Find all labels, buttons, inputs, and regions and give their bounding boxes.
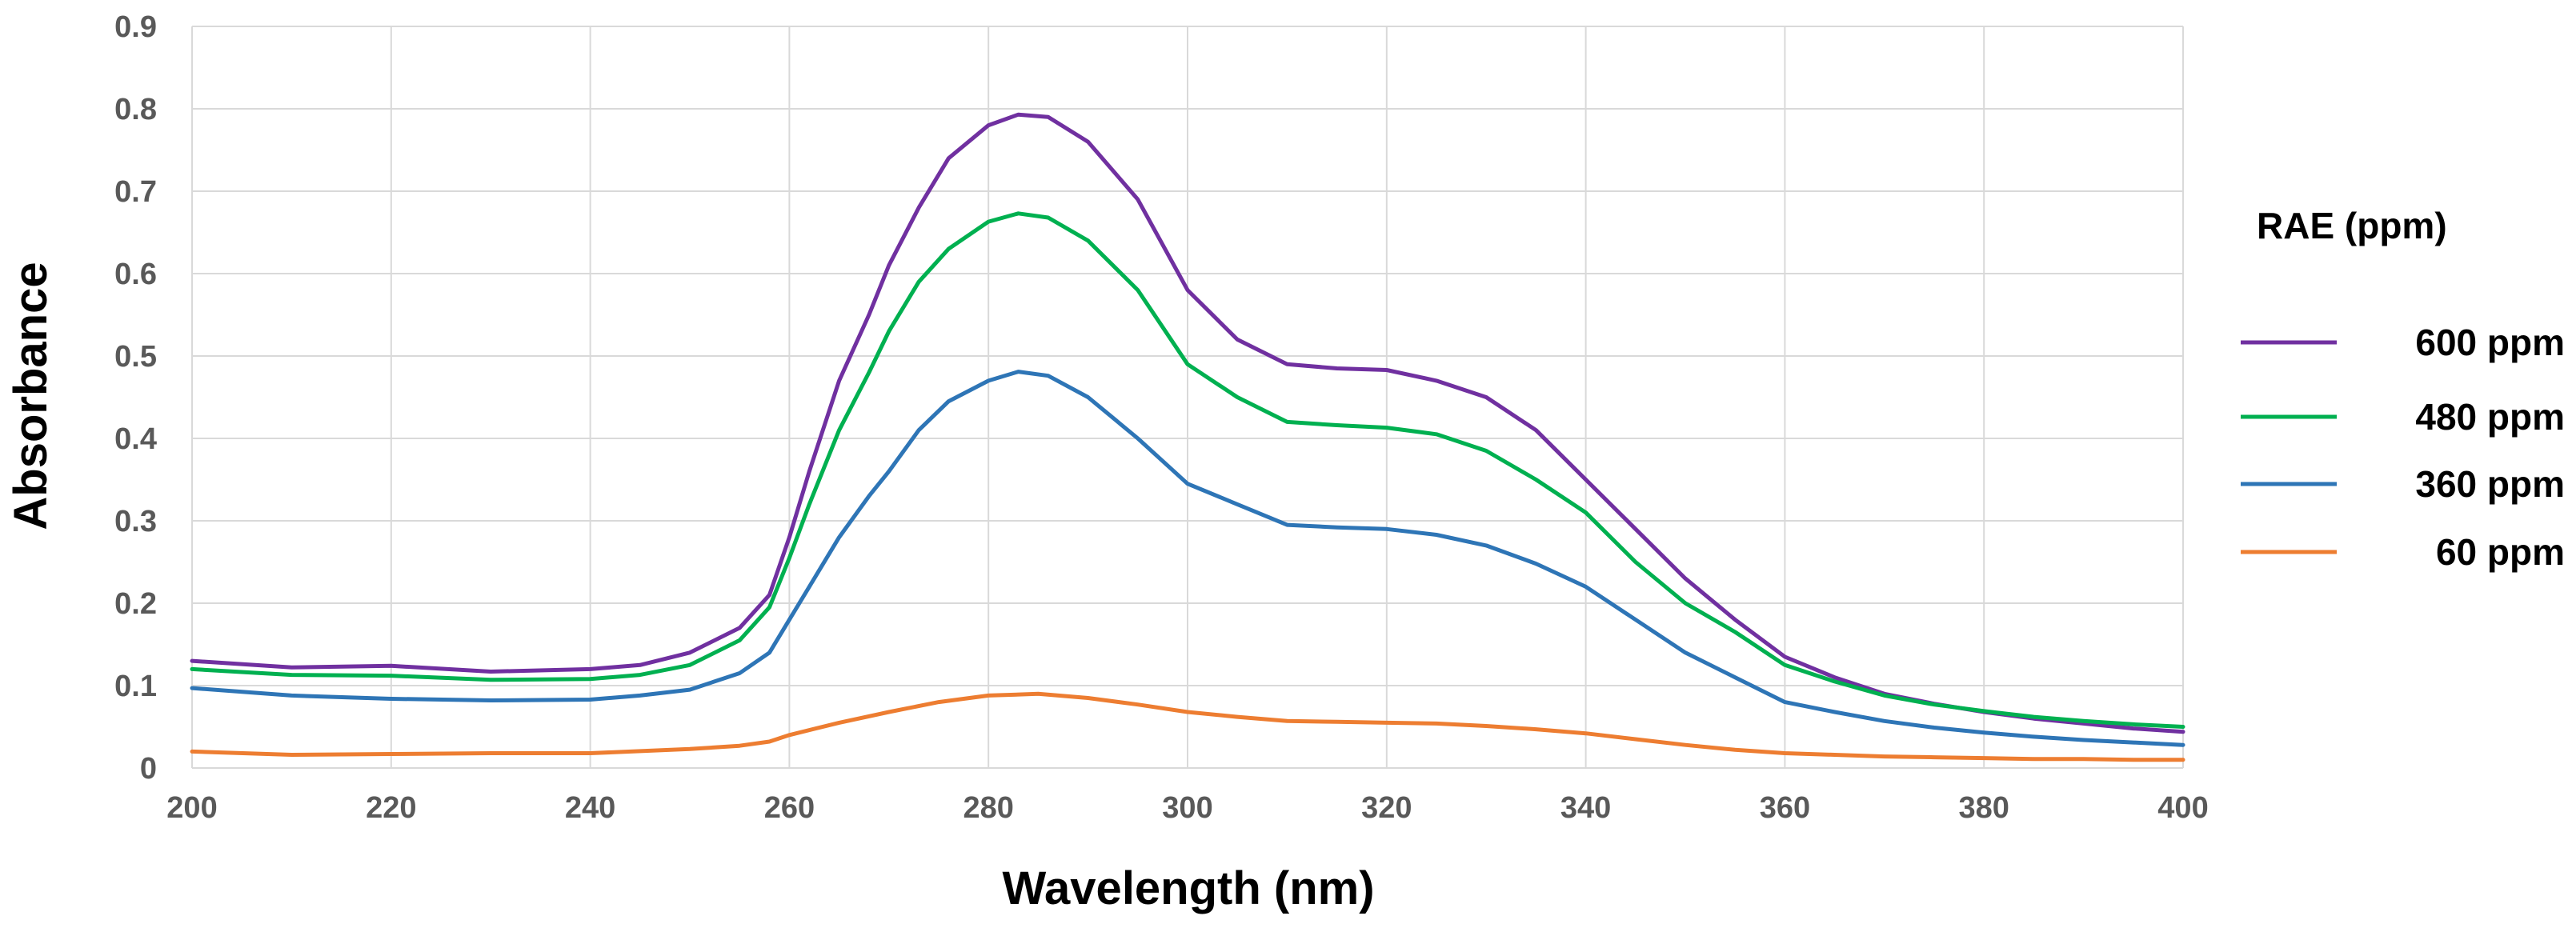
legend-label: 600 ppm xyxy=(2415,322,2565,363)
series-layer xyxy=(190,112,2185,762)
y-tick-label: 0.3 xyxy=(114,505,157,538)
legend-label: 60 ppm xyxy=(2436,531,2565,573)
y-tick-label: 0.8 xyxy=(114,93,157,126)
x-tick-label: 400 xyxy=(2157,791,2208,825)
y-tick-label: 0.6 xyxy=(114,258,157,291)
x-tick-label: 340 xyxy=(1560,791,1611,825)
x-tick-label: 380 xyxy=(1958,791,2009,825)
legend-label: 480 ppm xyxy=(2415,396,2565,438)
x-tick-label: 360 xyxy=(1760,791,1810,825)
y-tick-label: 0.2 xyxy=(114,587,157,621)
x-tick-label: 240 xyxy=(565,791,615,825)
x-tick-label: 300 xyxy=(1162,791,1212,825)
legend-label: 360 ppm xyxy=(2415,463,2565,505)
y-tick-label: 0.1 xyxy=(114,670,157,703)
series-line-60-ppm xyxy=(190,691,2185,762)
x-tick-label: 260 xyxy=(764,791,815,825)
x-tick-label: 320 xyxy=(1361,791,1412,825)
grid-layer xyxy=(191,26,2184,769)
series-line-480-ppm xyxy=(190,211,2185,729)
y-tick-label: 0 xyxy=(140,752,157,786)
legend: RAE (ppm) 600 ppm 480 ppm 360 ppm 60 ppm xyxy=(2241,205,2565,573)
y-axis-title: Absorbance xyxy=(5,262,57,530)
legend-title: RAE (ppm) xyxy=(2257,205,2447,246)
y-tick-label: 0.9 xyxy=(114,10,157,44)
x-tick-label: 220 xyxy=(366,791,416,825)
series-line-600-ppm xyxy=(190,112,2185,734)
tick-label-layer: 200 220 240 260 280 300 320 340 360 380 400 0 0.1 0.2… xyxy=(114,10,2209,825)
series-line-360-ppm xyxy=(190,370,2185,747)
y-tick-label: 0.4 xyxy=(114,422,157,456)
x-tick-label: 200 xyxy=(166,791,217,825)
y-tick-label: 0.5 xyxy=(114,340,157,374)
y-tick-label: 0.7 xyxy=(114,175,157,209)
x-tick-label: 280 xyxy=(963,791,1013,825)
x-axis-title: Wavelength (nm) xyxy=(1002,862,1374,914)
